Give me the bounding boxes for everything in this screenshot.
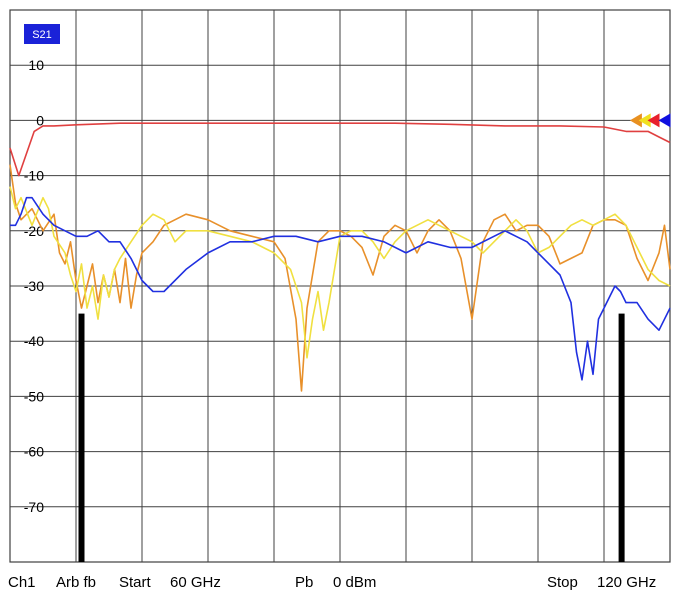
footer-power-value: 0 dBm xyxy=(333,574,376,591)
footer-stop-value: 120 GHz xyxy=(597,574,656,591)
trace-line-4 xyxy=(10,196,671,381)
reference-marker[interactable] xyxy=(647,113,660,128)
reference-marker[interactable] xyxy=(629,113,642,128)
trace-label: S21 xyxy=(32,29,52,41)
traces xyxy=(9,122,671,392)
limit-bar xyxy=(618,313,625,562)
reference-marker[interactable] xyxy=(638,113,651,128)
trace-label-box[interactable]: S21 xyxy=(24,24,60,44)
footer-channel: Ch1 xyxy=(8,574,36,591)
trace-line-3 xyxy=(9,186,671,359)
footer-start-label: Start xyxy=(119,574,152,591)
footer-stop-label: Stop xyxy=(547,574,578,591)
limit-bars xyxy=(78,313,625,562)
limit-bar xyxy=(78,313,85,562)
y-tick-label: -20 xyxy=(24,223,44,239)
y-tick-label: -70 xyxy=(24,499,44,515)
footer-mode: Arb fb xyxy=(56,574,96,591)
trace-line-2 xyxy=(9,164,671,392)
y-tick-label: 0 xyxy=(36,112,44,128)
markers xyxy=(629,113,671,128)
y-tick-label: -50 xyxy=(24,388,44,404)
trace-line-1 xyxy=(9,122,671,177)
footer-start-value: 60 GHz xyxy=(170,574,221,591)
y-tick-label: -10 xyxy=(24,168,44,184)
reference-marker[interactable] xyxy=(658,113,671,128)
status-footer: Ch1 Arb fb Start 60 GHz Pb 0 dBm Stop 12… xyxy=(8,574,656,591)
y-tick-label: -30 xyxy=(24,278,44,294)
y-tick-label: -40 xyxy=(24,333,44,349)
footer-power-label: Pb xyxy=(295,574,313,591)
grid xyxy=(9,9,671,563)
y-tick-label: 10 xyxy=(28,57,44,73)
y-tick-label: -60 xyxy=(24,444,44,460)
y-tick-labels: 10 0 -10 -20 -30 -40 -50 -60 -70 xyxy=(24,57,44,515)
